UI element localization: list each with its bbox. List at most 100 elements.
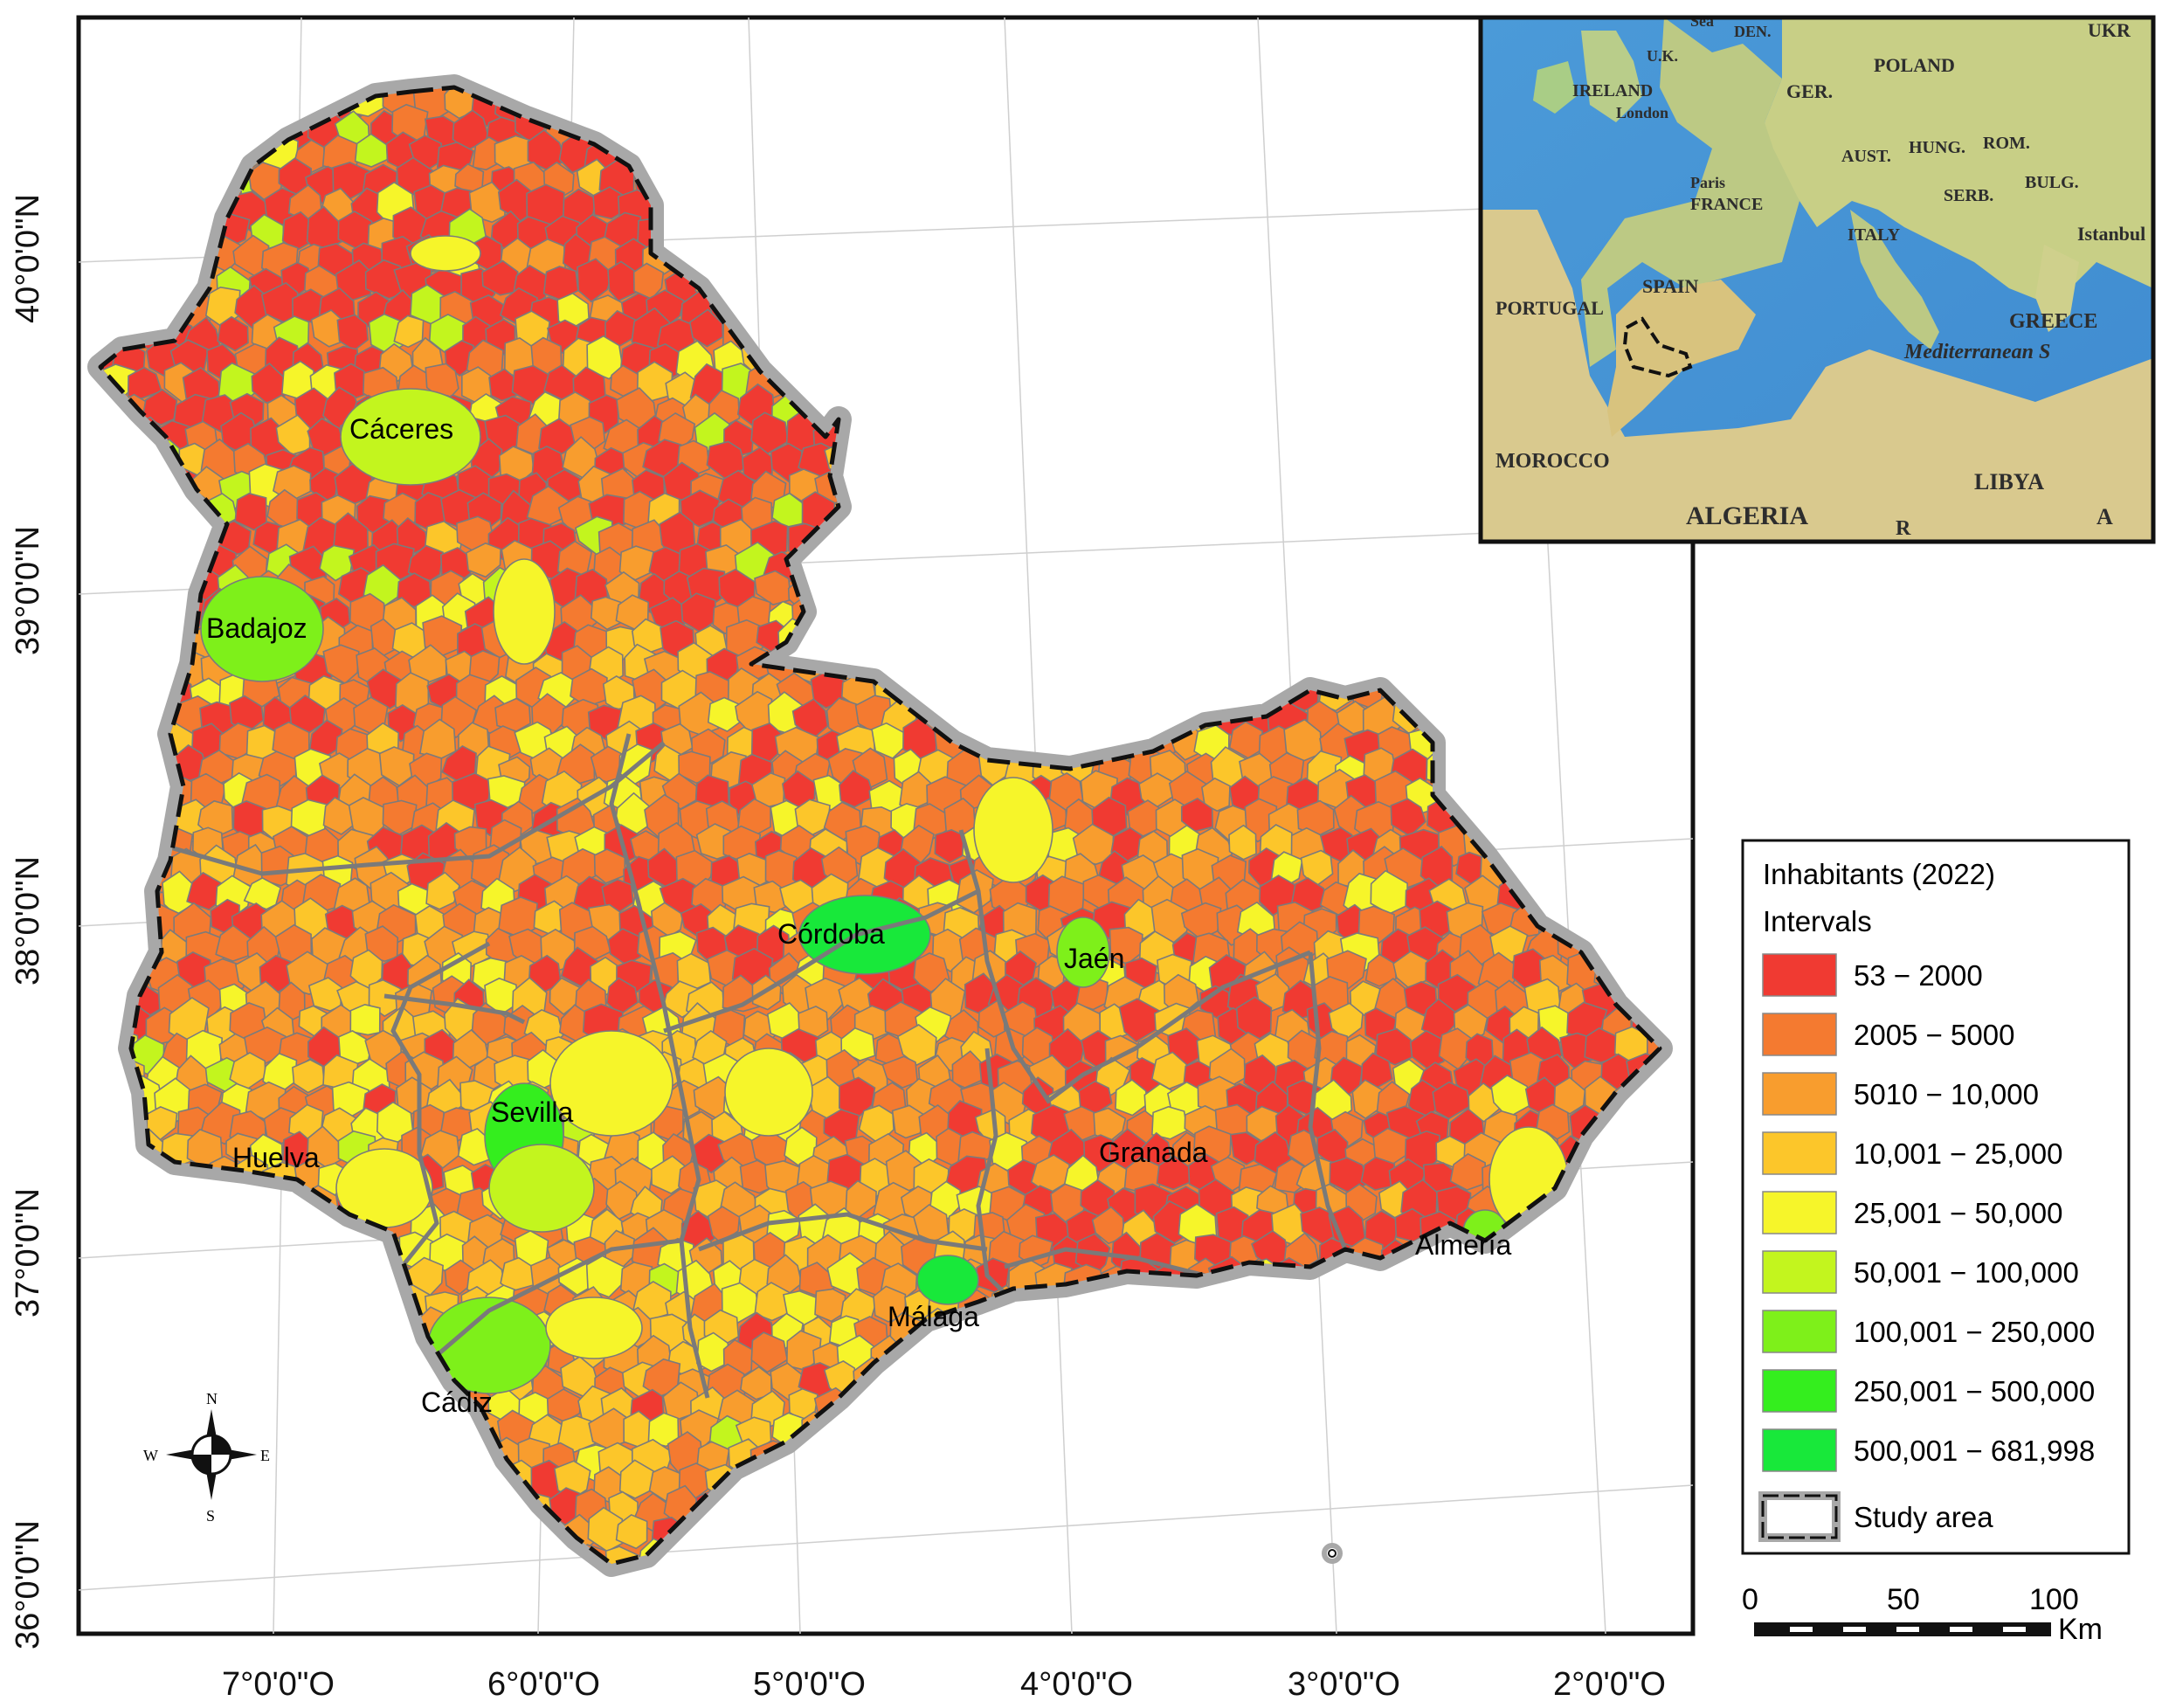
lon-tick-2: 2°0'0"O <box>1553 1666 1666 1703</box>
legend-subtitle: Intervals <box>1763 905 1872 937</box>
scale-tick-100: 100 <box>2029 1583 2079 1616</box>
lat-tick-37: 37°0'0"N <box>10 1188 46 1317</box>
legend-swatch-1 <box>1762 1013 1837 1056</box>
lon-tick-3: 3°0'0"O <box>1288 1666 1400 1703</box>
inset-label-13: SERB. <box>1944 186 1993 205</box>
inset-label-3: IRELAND <box>1572 81 1653 100</box>
urban-municipality <box>724 1048 813 1137</box>
legend-label-2: 5010 − 10,000 <box>1854 1078 2039 1110</box>
legend-swatch-4 <box>1762 1191 1837 1234</box>
lat-tick-39: 39°0'0"N <box>10 526 46 655</box>
inset-label-16: ITALY <box>1848 225 1901 245</box>
legend-swatch-2 <box>1762 1072 1837 1116</box>
urban-municipality <box>488 1144 595 1233</box>
lon-tick-6: 6°0'0"O <box>487 1666 600 1703</box>
inset-label-5: GER. <box>1786 80 1833 102</box>
legend-label-0: 53 − 2000 <box>1854 959 1983 992</box>
inset-label-4: London <box>1616 104 1668 121</box>
city-label-granada: Granada <box>1099 1137 1208 1168</box>
city-label-cadiz: Cádiz <box>421 1386 493 1418</box>
lat-tick-38: 38°0'0"N <box>10 856 46 985</box>
legend-label-8: 500,001 − 681,998 <box>1854 1435 2095 1467</box>
inset-label-9: FRANCE <box>1690 195 1763 214</box>
municipality <box>586 335 624 380</box>
lat-tick-40: 40°0'0"N <box>10 194 46 323</box>
scale-unit: Km <box>2058 1613 2103 1646</box>
inset-label-8: Paris <box>1690 174 1725 191</box>
municipality <box>680 489 722 528</box>
legend-swatch-8 <box>1762 1428 1837 1472</box>
municipality <box>319 544 356 582</box>
municipality <box>1228 824 1257 861</box>
legend-label-5: 50,001 − 100,000 <box>1854 1256 2079 1289</box>
inset-label-0: Sea <box>1690 12 1714 30</box>
lon-tick-4: 4°0'0"O <box>1020 1666 1133 1703</box>
urban-municipality <box>916 1255 979 1305</box>
longitude-axis: 7°0'0"O 6°0'0"O 5°0'0"O 4°0'0"O 3°0'0"O … <box>222 1666 1666 1703</box>
island-marker <box>1322 1543 1343 1564</box>
svg-text:E: E <box>260 1447 270 1464</box>
urban-municipality <box>410 235 481 272</box>
inset-map: Sea DEN. U.K. IRELAND London GER. POLAND UKR Par… <box>1478 12 2156 544</box>
legend-swatch-5 <box>1762 1250 1837 1294</box>
urban-municipality <box>545 1297 643 1359</box>
municipality <box>142 388 178 426</box>
svg-text:S: S <box>206 1507 215 1525</box>
inset-label-10: AUST. <box>1841 147 1891 166</box>
city-label-huelva: Huelva <box>232 1142 320 1173</box>
inset-label-1: DEN. <box>1734 23 1772 40</box>
municipality <box>393 315 425 349</box>
inset-label-22: ALGERIA <box>1686 501 1808 530</box>
inset-label-6: POLAND <box>1874 54 1955 76</box>
municipality <box>678 750 711 785</box>
legend-swatch-7 <box>1762 1369 1837 1413</box>
svg-text:N: N <box>206 1390 218 1407</box>
scale-tick-0: 0 <box>1742 1583 1758 1616</box>
scale-bar: 0 50 100 Km <box>1742 1583 2103 1646</box>
inset-label-12: ROM. <box>1983 134 2030 153</box>
inset-label-25: A <box>2096 504 2113 529</box>
inset-label-15: Istanbul <box>2077 223 2145 245</box>
urban-municipality <box>493 558 556 665</box>
legend: Inhabitants (2022) Intervals 53 − 2000 20… <box>1741 839 2131 1555</box>
legend-swatch-0 <box>1762 953 1837 997</box>
inset-label-18: PORTUGAL <box>1495 297 1604 319</box>
scale-tick-50: 50 <box>1887 1583 1920 1616</box>
legend-label-6: 100,001 − 250,000 <box>1854 1316 2095 1348</box>
municipality <box>234 492 267 531</box>
urban-municipality <box>973 777 1053 883</box>
legend-label-3: 10,001 − 25,000 <box>1854 1138 2062 1170</box>
lat-tick-36: 36°0'0"N <box>10 1520 46 1649</box>
inset-label-23: LIBYA <box>1974 469 2044 494</box>
municipality <box>217 315 249 352</box>
city-label-jaen: Jaén <box>1064 943 1124 974</box>
legend-label-4: 25,001 − 50,000 <box>1854 1197 2062 1229</box>
legend-label-1: 2005 − 5000 <box>1854 1019 2014 1051</box>
inset-label-21: MOROCCO <box>1495 450 1610 473</box>
municipality <box>839 769 875 808</box>
legend-swatch-3 <box>1762 1131 1837 1175</box>
inset-label-20: Mediterranean S <box>1903 341 2050 363</box>
municipality <box>243 876 282 910</box>
legend-title: Inhabitants (2022) <box>1763 858 1995 890</box>
legend-swatch-6 <box>1762 1310 1837 1353</box>
municipality <box>590 596 622 631</box>
municipality <box>364 925 399 963</box>
municipality <box>1072 823 1115 866</box>
inset-label-24: R <box>1896 517 1911 540</box>
inset-label-17: SPAIN <box>1642 275 1698 297</box>
city-label-sevilla: Sevilla <box>491 1096 573 1128</box>
municipality <box>481 259 519 296</box>
inset-label-19: GREECE <box>2009 310 2097 333</box>
latitude-axis: 40°0'0"N 39°0'0"N 38°0'0"N 37°0'0"N 36°0… <box>10 194 46 1649</box>
inset-label-7: UKR <box>2088 19 2131 41</box>
city-label-malaga: Málaga <box>888 1301 979 1332</box>
inset-label-14: BULG. <box>2025 173 2079 192</box>
city-label-almeria: Almería <box>1415 1229 1511 1261</box>
city-label-caceres: Cáceres <box>349 413 453 445</box>
municipality <box>425 871 460 910</box>
municipality <box>397 572 432 608</box>
municipality <box>466 542 501 578</box>
inset-label-2: U.K. <box>1647 47 1678 65</box>
